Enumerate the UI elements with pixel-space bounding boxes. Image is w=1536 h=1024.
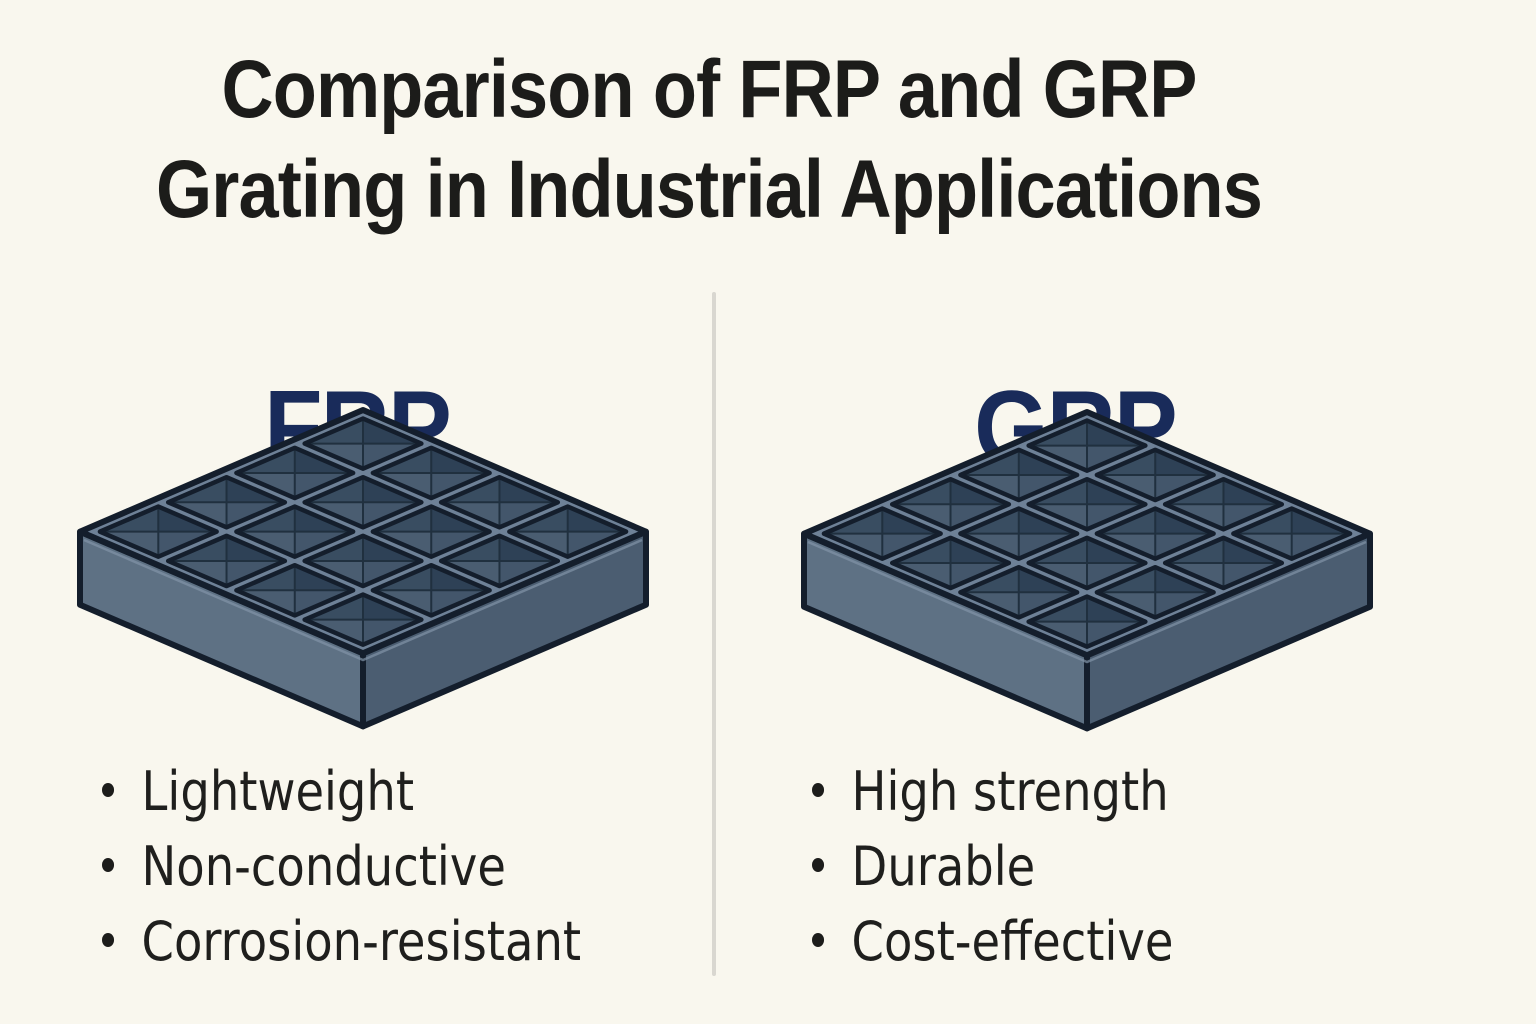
bullet-icon xyxy=(812,932,825,947)
grp-bullet-list: High strength Durable Cost-effective xyxy=(812,754,1173,979)
list-item: Corrosion-resistant xyxy=(102,904,581,979)
bullet-text: Durable xyxy=(851,835,1036,898)
bullet-icon xyxy=(812,782,825,797)
page-title: Comparison of FRP and GRP Grating in Ind… xyxy=(0,40,1418,240)
bullet-text: Cost-effective xyxy=(851,910,1174,973)
list-item: Lightweight xyxy=(102,754,581,829)
list-item: High strength xyxy=(812,754,1173,829)
list-item: Cost-effective xyxy=(812,904,1173,979)
list-item: Non-conductive xyxy=(102,829,581,904)
column-divider xyxy=(712,292,716,976)
bullet-icon xyxy=(102,857,115,872)
bullet-icon xyxy=(812,857,825,872)
grp-grating-illustration xyxy=(797,402,1377,737)
list-item: Durable xyxy=(812,829,1173,904)
frp-grating-illustration xyxy=(73,400,653,735)
bullet-text: High strength xyxy=(851,760,1169,823)
bullet-icon xyxy=(102,782,115,797)
bullet-icon xyxy=(102,932,115,947)
title-line-2: Grating in Industrial Applications xyxy=(155,144,1263,235)
title-line-1: Comparison of FRP and GRP xyxy=(221,44,1198,135)
bullet-text: Non-conductive xyxy=(141,835,506,898)
frp-bullet-list: Lightweight Non-conductive Corrosion-res… xyxy=(102,754,581,979)
bullet-text: Corrosion-resistant xyxy=(141,910,582,973)
bullet-text: Lightweight xyxy=(141,760,415,823)
